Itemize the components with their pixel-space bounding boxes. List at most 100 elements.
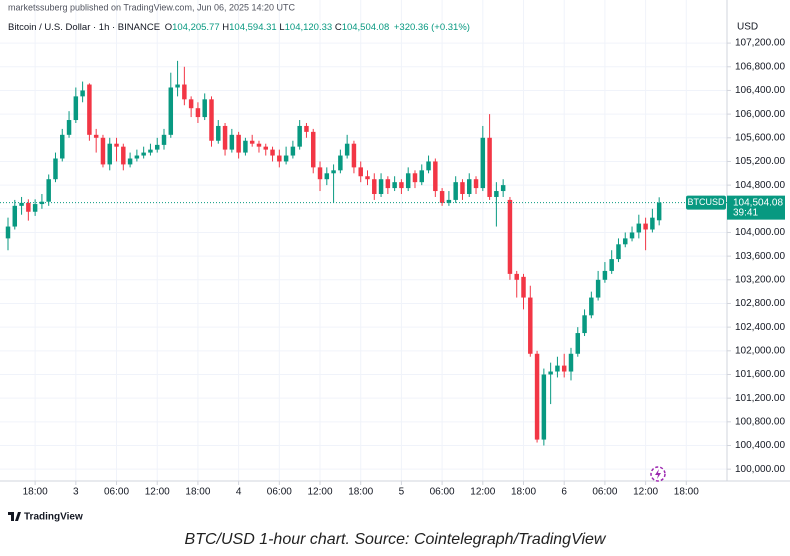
caption: BTC/USD 1-hour chart. Source: Cointelegr…	[185, 531, 607, 548]
candle-body	[209, 99, 214, 141]
x-tick-label: 18:00	[511, 487, 536, 498]
x-tick-label: 06:00	[104, 487, 129, 498]
event-icon-bolt[interactable]	[655, 469, 661, 479]
x-tick-label: 4	[236, 487, 242, 498]
close-value: 104,504.08	[342, 22, 390, 33]
candle-body	[114, 143, 119, 147]
x-tick-label: 5	[399, 487, 405, 498]
y-tick-label: 106,800.00	[735, 61, 785, 72]
candle-body	[378, 179, 384, 195]
candle-body	[141, 152, 146, 156]
candle-body	[494, 191, 499, 197]
logo: TradingView	[8, 512, 83, 523]
symbol-title: Bitcoin / U.S. Dollar · 1h · BINANCE	[8, 22, 160, 33]
candle-body	[419, 170, 425, 183]
candle-body	[93, 134, 99, 138]
open-label: O	[165, 22, 172, 33]
grid	[0, 0, 727, 481]
event-icon[interactable]	[650, 466, 666, 482]
candle-body	[297, 125, 302, 147]
y-tick-label: 100,800.00	[735, 416, 785, 427]
candle-body	[19, 202, 24, 206]
x-tick-label: 06:00	[592, 487, 617, 498]
x-tick-label: 18:00	[348, 487, 373, 498]
candle-body	[358, 167, 363, 177]
x-tick-label: 06:00	[430, 487, 455, 498]
y-tick-label: 106,400.00	[735, 85, 785, 96]
logo-icon	[8, 512, 21, 521]
y-tick-label: 107,200.00	[735, 38, 785, 49]
candle-body	[202, 99, 207, 118]
candle-body	[304, 125, 309, 132]
candle-body	[161, 134, 167, 145]
y-tick-label: 105,600.00	[735, 132, 785, 143]
candle-body	[216, 125, 221, 141]
symbol-badge-text: BTCUSD	[687, 197, 725, 207]
candle-body	[405, 173, 411, 189]
candle-body	[650, 217, 655, 230]
candle-body	[616, 244, 621, 260]
candle-body	[467, 179, 472, 195]
candle-body	[643, 223, 648, 230]
candle-body	[534, 353, 540, 440]
candle-body	[568, 353, 574, 372]
high-value: 104,594.31	[229, 22, 277, 33]
candle-body	[80, 90, 85, 97]
x-tick-label: 18:00	[23, 487, 48, 498]
logo-text: TradingView	[24, 512, 83, 523]
x-tick-label: 12:00	[633, 487, 658, 498]
candle-body	[66, 120, 72, 135]
candle-body	[249, 140, 255, 144]
close-label: C	[335, 22, 342, 33]
candle-body	[73, 96, 79, 121]
candle-body	[426, 161, 431, 171]
low-value: 104,120.33	[285, 22, 333, 33]
candle-body	[283, 155, 289, 162]
candle-body	[385, 179, 391, 189]
candle-body	[134, 155, 140, 159]
candle-body	[392, 182, 397, 189]
candle-body	[39, 201, 45, 205]
y-tick-label: 100,400.00	[735, 440, 785, 451]
candle-body	[555, 365, 560, 372]
x-tick-label: 6	[561, 487, 567, 498]
candle-body	[480, 137, 486, 189]
price-badge-text: 104,504.08	[733, 197, 783, 208]
change-value: +320.36 (+0.31%)	[394, 22, 470, 33]
candle-body	[460, 182, 465, 195]
candle-body	[412, 173, 418, 183]
y-tick-label: 106,000.00	[735, 109, 785, 120]
x-tick-label: 18:00	[674, 487, 699, 498]
symbol-badge	[686, 195, 726, 210]
candle-body	[60, 134, 65, 159]
y-tick-label: 101,600.00	[735, 369, 785, 380]
candle-body	[602, 270, 608, 280]
candle-body	[243, 140, 248, 153]
candles	[5, 60, 662, 446]
candle-body	[439, 191, 445, 203]
y-tick-label: 102,800.00	[735, 298, 785, 309]
candle-body	[365, 176, 370, 180]
x-tick-label: 18:00	[185, 487, 210, 498]
y-tick-label: 102,400.00	[735, 322, 785, 333]
x-tick-label: 12:00	[145, 487, 170, 498]
candle-body	[629, 232, 635, 239]
candle-body	[433, 161, 438, 192]
candle-body	[310, 131, 316, 168]
candle-body	[521, 276, 526, 298]
candle-body	[446, 199, 452, 203]
candle-body	[46, 179, 51, 202]
candle-body	[582, 315, 587, 334]
low-label: L	[279, 22, 284, 33]
candle-body	[87, 84, 92, 135]
x-tick-label: 3	[73, 487, 79, 498]
candle-body	[473, 179, 479, 189]
high-label: H	[222, 22, 229, 33]
candle-body	[528, 297, 533, 354]
candle-body	[236, 134, 241, 153]
candle-body	[188, 99, 194, 109]
candle-body	[229, 134, 235, 150]
candle-body	[107, 143, 112, 165]
candle-body	[182, 84, 187, 100]
candle-body	[263, 146, 268, 150]
